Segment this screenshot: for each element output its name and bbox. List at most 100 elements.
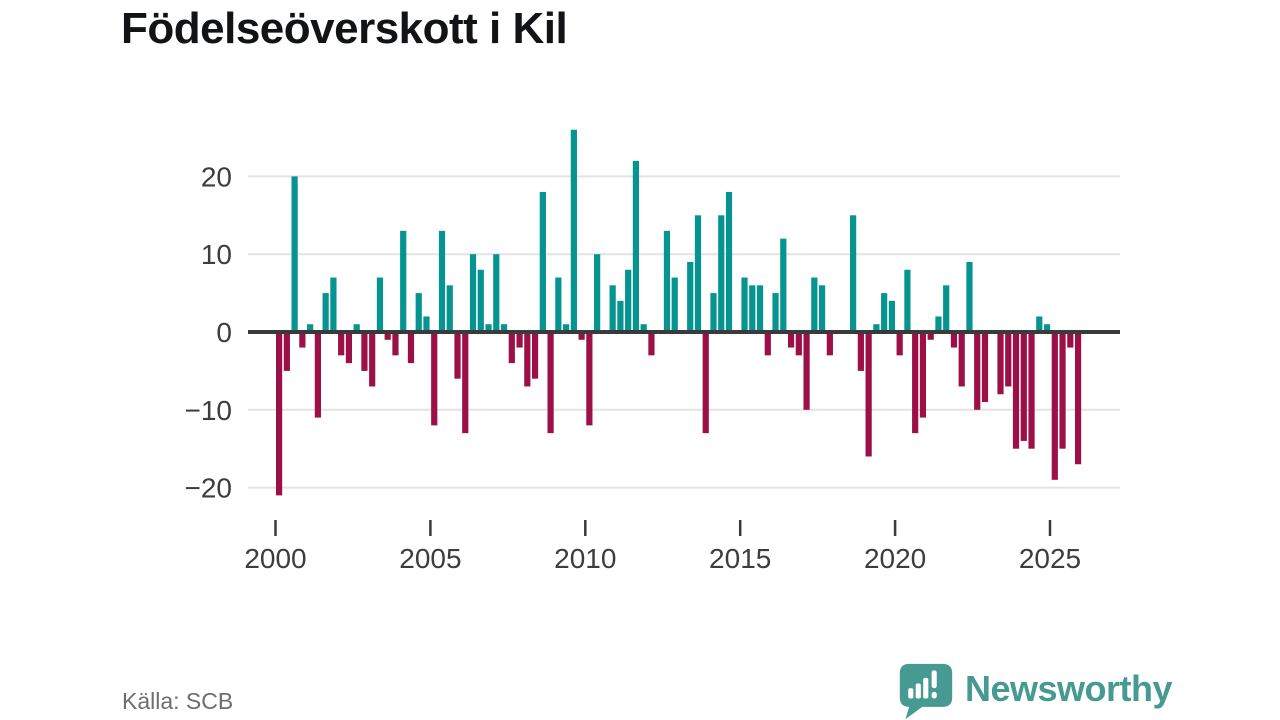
- y-axis-tick-label: −10: [185, 395, 233, 426]
- bar-positive: [935, 316, 942, 332]
- bar-positive: [718, 215, 725, 332]
- bar-negative: [338, 332, 345, 356]
- bar-negative: [1020, 332, 1027, 441]
- bar-positive: [818, 285, 826, 332]
- bar-negative: [826, 332, 833, 356]
- y-axis-tick-label: −20: [185, 473, 233, 504]
- bar-positive: [485, 324, 492, 332]
- x-axis-tick-label: 2020: [864, 543, 926, 574]
- bar-negative: [912, 332, 919, 434]
- bar-positive: [555, 277, 562, 332]
- bar-negative: [865, 332, 872, 457]
- bar-negative: [927, 332, 934, 340]
- bar-negative: [547, 332, 554, 434]
- bar-positive: [811, 277, 818, 332]
- bar-positive: [640, 324, 647, 332]
- x-axis-tick-label: 2005: [399, 543, 461, 574]
- bar-positive: [291, 176, 298, 332]
- bar-positive: [330, 277, 337, 332]
- bar-negative: [795, 332, 802, 356]
- y-axis-tick-label: 10: [201, 239, 232, 270]
- bar-positive: [438, 230, 446, 332]
- bar-positive: [888, 300, 895, 332]
- x-axis-tick-label: 2000: [244, 543, 306, 574]
- y-axis-tick-label: 20: [201, 161, 232, 192]
- bar-negative: [283, 332, 290, 371]
- bar-positive: [307, 324, 314, 332]
- bar-positive: [493, 254, 500, 332]
- bar-negative: [462, 332, 469, 434]
- bar-negative: [1074, 332, 1082, 465]
- bar-negative: [392, 332, 399, 356]
- bar-positive: [725, 191, 733, 332]
- bar-negative: [276, 332, 283, 496]
- bar-negative: [1051, 332, 1058, 480]
- bar-positive: [663, 230, 671, 332]
- bar-negative: [299, 332, 306, 348]
- bar-positive: [1043, 324, 1051, 332]
- bar-positive: [632, 160, 640, 332]
- bar-negative: [384, 332, 391, 340]
- bar-negative: [1067, 332, 1074, 348]
- bar-negative: [407, 332, 415, 364]
- bar-positive: [563, 324, 570, 332]
- bar-positive: [694, 215, 702, 332]
- bar-positive: [1036, 316, 1043, 332]
- source-note: Källa: SCB: [122, 688, 234, 714]
- bar-positive: [376, 277, 384, 332]
- x-axis-tick-label: 2010: [554, 543, 616, 574]
- newsworthy-logo-text: Newsworthy: [965, 668, 1173, 709]
- bar-negative: [997, 332, 1004, 395]
- bar-positive: [671, 277, 678, 332]
- bar-positive: [904, 269, 911, 332]
- bar-negative: [369, 332, 376, 387]
- bar-positive: [353, 324, 360, 332]
- bar-negative: [648, 332, 655, 356]
- bar-negative: [531, 332, 539, 379]
- bar-positive: [850, 215, 857, 332]
- bar-positive: [741, 277, 748, 332]
- bar-negative: [981, 332, 989, 403]
- bar-negative: [578, 332, 585, 340]
- x-axis-tick-label: 2015: [709, 543, 771, 574]
- bar-negative: [787, 332, 795, 348]
- bar-positive: [749, 285, 756, 332]
- bar-positive: [687, 261, 694, 332]
- bar-negative: [1012, 332, 1020, 449]
- bar-negative: [431, 332, 438, 426]
- bar-positive: [477, 269, 484, 332]
- bar-negative: [1005, 332, 1012, 387]
- bar-positive: [539, 191, 546, 332]
- bar-negative: [857, 332, 864, 371]
- bar-negative: [361, 332, 368, 371]
- bar-negative: [586, 332, 593, 426]
- bar-negative: [1028, 332, 1035, 449]
- bar-positive: [756, 285, 764, 332]
- bar-negative: [314, 332, 321, 418]
- bar-positive: [400, 230, 407, 332]
- bar-positive: [873, 324, 880, 332]
- bar-negative: [950, 332, 958, 348]
- bar-negative: [702, 332, 709, 434]
- bar-positive: [617, 300, 624, 332]
- bar-positive: [415, 293, 422, 332]
- newsworthy-speech-bubble-icon: [899, 663, 953, 720]
- bar-positive: [322, 293, 329, 332]
- bar-negative: [345, 332, 353, 364]
- bar-positive: [710, 293, 717, 332]
- bar-positive: [772, 293, 779, 332]
- bar-negative: [454, 332, 461, 379]
- bar-positive: [423, 316, 430, 332]
- bar-negative: [508, 332, 515, 364]
- x-axis-tick-label: 2025: [1019, 543, 1081, 574]
- bar-positive: [446, 285, 453, 332]
- bar-positive: [881, 293, 888, 332]
- bar-negative: [919, 332, 927, 418]
- bar-negative: [958, 332, 965, 387]
- bar-positive: [625, 269, 632, 332]
- bar-positive: [469, 254, 477, 332]
- bar-negative: [896, 332, 903, 356]
- bar-positive: [500, 324, 508, 332]
- bar-positive: [780, 238, 787, 332]
